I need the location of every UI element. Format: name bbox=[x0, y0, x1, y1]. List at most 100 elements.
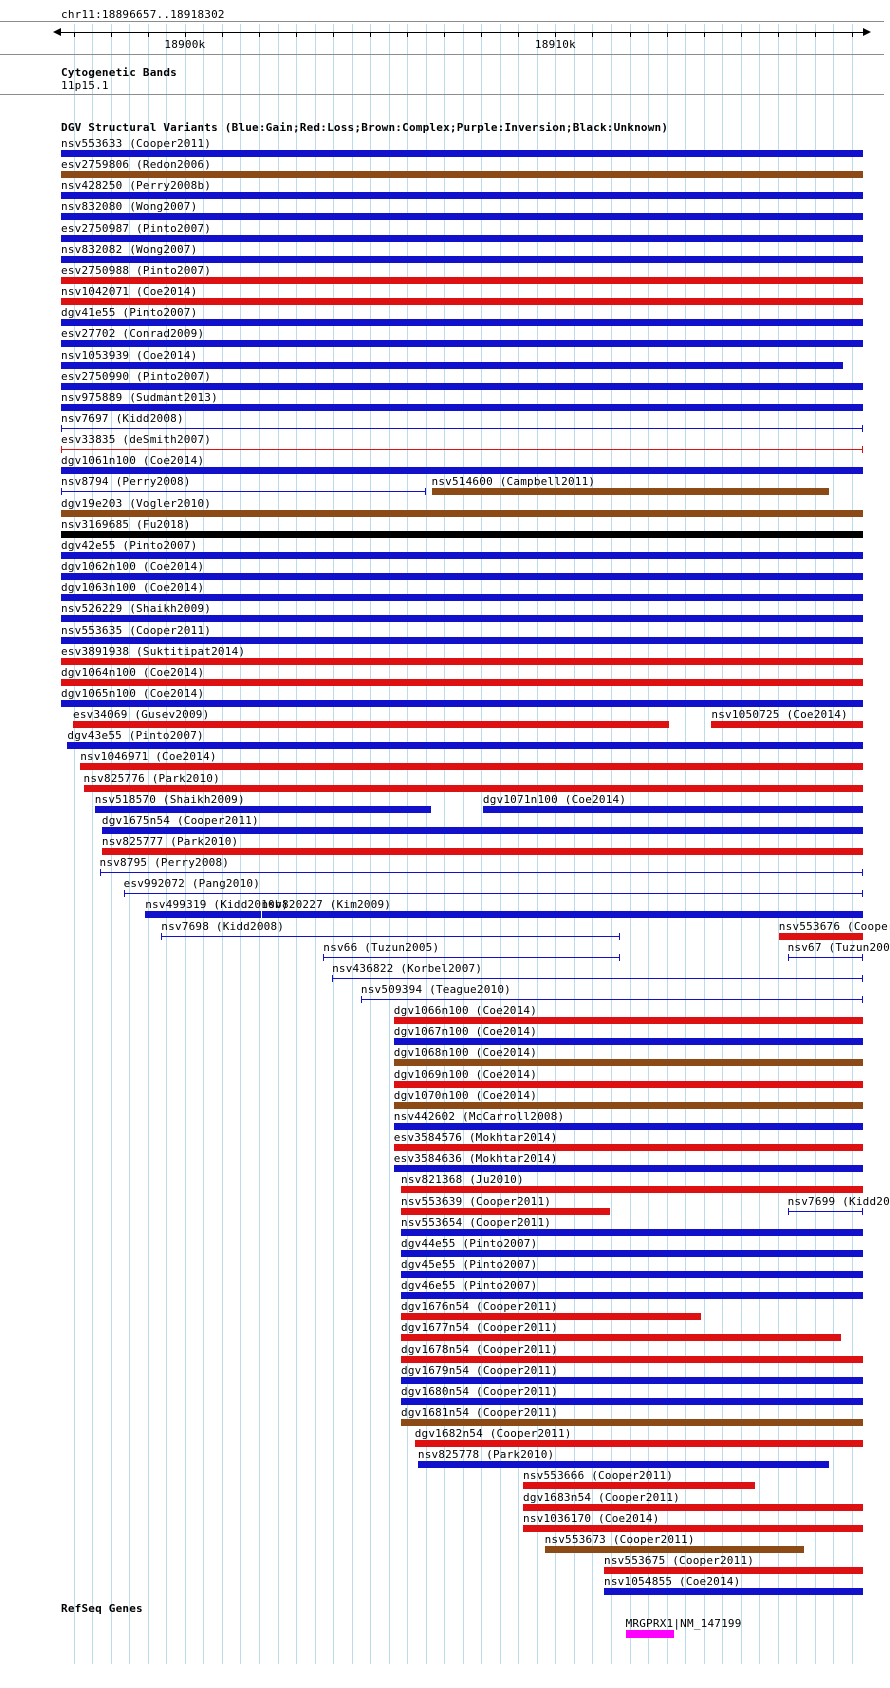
variant-bar[interactable] bbox=[604, 1588, 863, 1596]
variant-label[interactable]: nsv7698 (Kidd2008) bbox=[161, 919, 285, 933]
variant-bar[interactable] bbox=[83, 784, 863, 792]
variant-label[interactable]: dgv1067n100 (Coe2014) bbox=[393, 1025, 538, 1039]
variant-bar[interactable] bbox=[393, 1144, 863, 1151]
variant-bar[interactable] bbox=[61, 298, 863, 305]
variant-bar[interactable] bbox=[431, 488, 830, 496]
variant-bar[interactable] bbox=[101, 847, 863, 855]
variant-line[interactable] bbox=[323, 953, 620, 961]
variant-bar[interactable] bbox=[61, 678, 863, 686]
variant-label[interactable]: nsv1042071 (Coe2014) bbox=[61, 285, 198, 298]
variant-label[interactable]: esv2759806 (Redon2006) bbox=[61, 158, 212, 172]
variant-label[interactable]: nsv553633 (Cooper2011) bbox=[61, 137, 212, 150]
variant-bar[interactable] bbox=[401, 1376, 863, 1384]
variant-label[interactable]: dgv1063n100 (Coe2014) bbox=[61, 581, 205, 595]
variant-label[interactable]: dgv1069n100 (Coe2014) bbox=[393, 1067, 538, 1081]
variant-label[interactable]: nsv436822 (Korbel2007) bbox=[332, 961, 483, 975]
variant-label[interactable]: nsv7697 (Kidd2008) bbox=[61, 411, 184, 425]
variant-bar[interactable] bbox=[393, 1122, 863, 1130]
variant-label[interactable]: esv3584636 (Mokhtar2014) bbox=[393, 1152, 558, 1166]
variant-label[interactable]: dgv1068n100 (Coe2014) bbox=[393, 1046, 538, 1060]
variant-label[interactable]: esv33835 (deSmith2007) bbox=[61, 433, 212, 447]
variant-label[interactable]: nsv499319 (Kidd2010b) bbox=[145, 898, 289, 912]
variant-bar[interactable] bbox=[80, 763, 863, 771]
variant-bar[interactable] bbox=[401, 1419, 863, 1426]
variant-bar[interactable] bbox=[61, 573, 863, 580]
variant-label[interactable]: dgv41e55 (Pinto2007) bbox=[61, 306, 198, 320]
variant-label[interactable]: nsv509394 (Teague2010) bbox=[360, 983, 511, 996]
variant-bar[interactable] bbox=[61, 234, 863, 242]
variant-line[interactable] bbox=[123, 890, 863, 898]
variant-label[interactable]: dgv1679n54 (Cooper2011) bbox=[401, 1363, 558, 1377]
variant-bar[interactable] bbox=[61, 171, 863, 179]
variant-bar[interactable] bbox=[94, 805, 432, 813]
variant-label[interactable]: dgv1071n100 (Coe2014) bbox=[482, 792, 627, 806]
variant-line[interactable] bbox=[99, 869, 863, 877]
variant-label[interactable]: dgv1677n54 (Cooper2011) bbox=[401, 1321, 558, 1335]
variant-bar[interactable] bbox=[393, 1017, 863, 1025]
variant-label[interactable]: dgv1681n54 (Cooper2011) bbox=[401, 1406, 558, 1419]
variant-label[interactable]: dgv45e55 (Pinto2007) bbox=[401, 1257, 538, 1271]
variant-label[interactable]: nsv1054855 (Coe2014) bbox=[604, 1575, 741, 1589]
variant-bar[interactable] bbox=[61, 255, 863, 263]
variant-label[interactable]: nsv825776 (Park2010) bbox=[83, 771, 220, 785]
variant-bar[interactable] bbox=[401, 1249, 863, 1257]
variant-line[interactable] bbox=[360, 996, 863, 1003]
variant-label[interactable]: nsv66 (Tuzun2005) bbox=[323, 940, 440, 954]
variant-line[interactable] bbox=[787, 1207, 863, 1215]
variant-label[interactable]: nsv975889 (Sudmant2013) bbox=[61, 390, 218, 404]
variant-bar[interactable] bbox=[393, 1165, 863, 1173]
variant-bar[interactable] bbox=[401, 1207, 610, 1215]
variant-label[interactable]: nsv820227 (Kim2009) bbox=[261, 898, 392, 912]
variant-label[interactable]: esv2750990 (Pinto2007) bbox=[61, 369, 212, 383]
variant-bar[interactable] bbox=[61, 467, 863, 475]
variant-bar[interactable] bbox=[261, 911, 863, 919]
variant-label[interactable]: nsv1050725 (Coe2014) bbox=[711, 708, 848, 721]
variant-bar[interactable] bbox=[711, 721, 863, 728]
variant-label[interactable]: nsv553654 (Cooper2011) bbox=[401, 1215, 552, 1229]
variant-bar[interactable] bbox=[61, 340, 863, 348]
variant-label[interactable]: nsv1046971 (Coe2014) bbox=[80, 750, 217, 764]
variant-bar[interactable] bbox=[101, 826, 863, 834]
variant-label[interactable]: dgv1678n54 (Cooper2011) bbox=[401, 1342, 558, 1356]
variant-label[interactable]: nsv553639 (Cooper2011) bbox=[401, 1194, 552, 1208]
variant-bar[interactable] bbox=[401, 1270, 863, 1278]
variant-label[interactable]: esv3891938 (Suktitipat2014) bbox=[61, 644, 246, 658]
variant-label[interactable]: dgv1680n54 (Cooper2011) bbox=[401, 1384, 558, 1398]
variant-bar[interactable] bbox=[401, 1228, 863, 1236]
variant-label[interactable]: dgv1676n54 (Cooper2011) bbox=[401, 1300, 558, 1314]
variant-bar[interactable] bbox=[61, 530, 863, 538]
variant-bar[interactable] bbox=[61, 192, 863, 200]
variant-bar[interactable] bbox=[401, 1397, 863, 1405]
variant-bar[interactable] bbox=[482, 805, 863, 813]
variant-label[interactable]: esv34069 (Gusev2009) bbox=[73, 708, 210, 721]
variant-label[interactable]: nsv1036170 (Coe2014) bbox=[523, 1511, 660, 1525]
variant-label[interactable]: dgv46e55 (Pinto2007) bbox=[401, 1279, 538, 1293]
variant-label[interactable]: nsv825777 (Park2010) bbox=[101, 834, 239, 848]
variant-label[interactable]: nsv8795 (Perry2008) bbox=[99, 856, 230, 870]
variant-line[interactable] bbox=[61, 446, 863, 454]
variant-label[interactable]: nsv553675 (Cooper2011) bbox=[604, 1554, 755, 1567]
variant-label[interactable]: nsv553673 (Cooper2011) bbox=[544, 1532, 695, 1546]
variant-bar[interactable] bbox=[393, 1038, 863, 1046]
variant-bar[interactable] bbox=[523, 1524, 863, 1532]
variant-bar[interactable] bbox=[401, 1186, 863, 1194]
variant-bar[interactable] bbox=[61, 594, 863, 602]
variant-bar[interactable] bbox=[61, 213, 863, 221]
variant-label[interactable]: esv992072 (Pang2010) bbox=[123, 877, 261, 891]
variant-bar[interactable] bbox=[61, 657, 863, 665]
variant-bar[interactable] bbox=[417, 1461, 830, 1469]
variant-label[interactable]: nsv1053939 (Coe2014) bbox=[61, 348, 198, 362]
variant-label[interactable]: nsv832082 (Wong2007) bbox=[61, 242, 198, 256]
variant-bar[interactable] bbox=[73, 721, 669, 728]
variant-label[interactable]: nsv514600 (Campbell2011) bbox=[431, 475, 596, 489]
cytoband-label[interactable]: 11p15.1 bbox=[61, 79, 109, 92]
variant-label[interactable]: nsv3169685 (Fu2018) bbox=[61, 517, 191, 531]
variant-bar[interactable] bbox=[61, 150, 863, 157]
variant-label[interactable]: nsv821368 (Ju2010) bbox=[401, 1173, 524, 1187]
variant-bar[interactable] bbox=[61, 361, 843, 369]
gene-bar[interactable] bbox=[625, 1630, 674, 1638]
variant-label[interactable]: dgv1066n100 (Coe2014) bbox=[393, 1004, 538, 1018]
variant-label[interactable]: dgv1682n54 (Cooper2011) bbox=[414, 1427, 572, 1441]
variant-bar[interactable] bbox=[604, 1567, 863, 1574]
variant-bar[interactable] bbox=[61, 382, 863, 390]
